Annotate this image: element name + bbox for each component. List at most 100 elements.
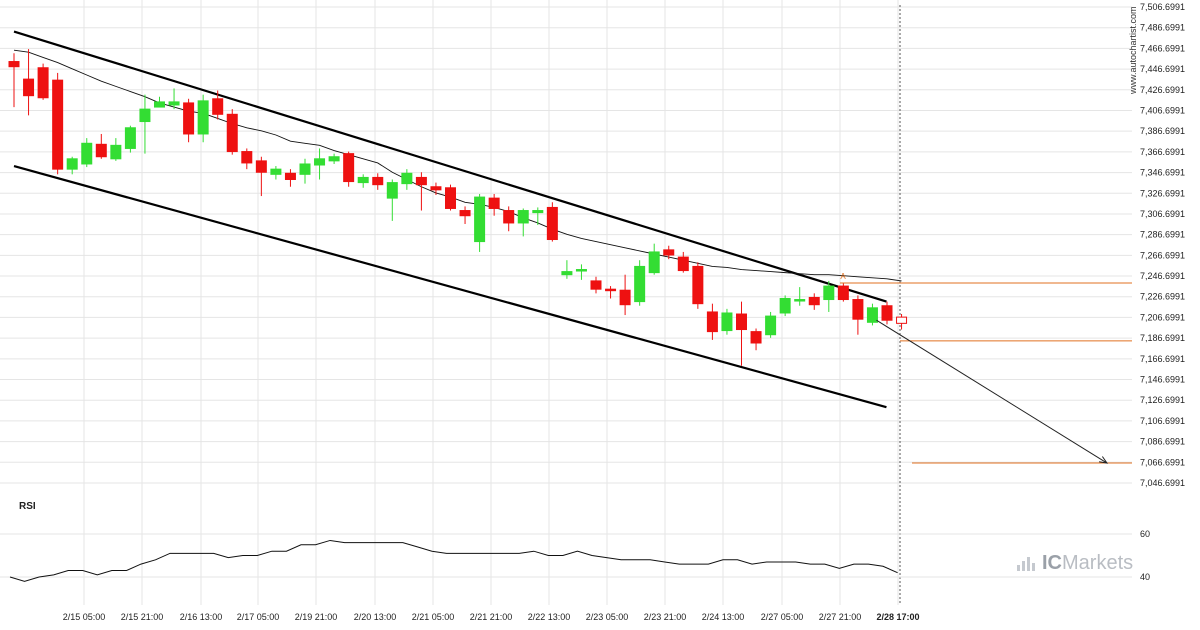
pattern-point-label: A [840,272,846,281]
watermark: www.autochartist.com [1128,6,1138,95]
candle-body [139,108,151,123]
x-axis-ticks: 2/15 05:00 2/15 21:00 2/16 13:00 2/17 05:00… [63,612,920,622]
candle-body [37,67,49,99]
bars-icon [1017,555,1039,571]
y-tick-label: 7,126.6991 [1140,395,1185,405]
candle-body [546,206,558,241]
candle-body [52,79,64,170]
candle-body [779,297,791,314]
candle-body [532,210,544,214]
candle-body [881,305,893,321]
channel-upper [13,30,887,303]
candle-body [183,102,195,135]
candle-body [837,285,849,301]
candle-body [488,197,500,209]
x-tick-label: 2/21 05:00 [412,612,455,622]
y-tick-label: 7,206.6991 [1140,312,1185,322]
rsi-line [9,539,898,582]
candle-body [23,78,35,97]
candle-body [110,144,122,160]
candle-body [212,98,224,115]
x-tick-label: 2/15 21:00 [121,612,164,622]
y-tick-label: 7,366.6991 [1140,147,1185,157]
candle-body [299,163,311,175]
x-tick-label: 2/15 05:00 [63,612,106,622]
candle-body [8,61,20,68]
y-tick-label: 7,146.6991 [1140,375,1185,385]
rsi-grid [0,533,1132,578]
candle-body [386,182,398,199]
y-tick-label: 7,106.6991 [1140,416,1185,426]
candle-body [415,176,427,186]
candle-body [634,265,646,303]
candle-body [168,101,180,106]
x-tick-label: 2/22 13:00 [528,612,571,622]
chart-grid [0,0,1132,605]
candle-body [590,280,602,290]
candle-body [95,143,107,158]
candle-body [357,176,369,184]
candle-body [226,113,238,153]
candle-body [663,249,675,256]
y-tick-label: 7,486.6991 [1140,23,1185,33]
x-tick-label: 2/28 17:00 [876,612,919,622]
rsi-tick-label: 40 [1140,572,1150,582]
candle-body [721,312,733,332]
x-tick-label: 2/16 13:00 [180,612,223,622]
candle-body [124,127,136,149]
y-tick-label: 7,406.6991 [1140,105,1185,115]
candle-body [314,158,326,166]
x-tick-label: 2/21 21:00 [470,612,513,622]
brand-suffix: Markets [1062,551,1134,574]
y-tick-label: 7,226.6991 [1140,292,1185,302]
x-tick-label: 2/17 05:00 [237,612,280,622]
x-tick-label: 2/19 21:00 [295,612,338,622]
candle-body [692,265,704,305]
y-tick-label: 7,466.6991 [1140,43,1185,53]
candle-body [808,296,820,306]
candle-body [852,299,864,320]
candle-body [750,331,762,344]
candle-body [619,289,631,306]
candle-body [706,311,718,333]
candle-body [866,307,878,323]
candle-body [677,256,689,272]
brand-logo: IC Markets [1017,551,1133,575]
forecast-arrow-head [1099,456,1109,464]
y-tick-label: 7,506.6991 [1140,2,1185,12]
forecast-arrow-line [876,319,1108,464]
y-tick-label: 7,346.6991 [1140,168,1185,178]
y-tick-label: 7,066.6991 [1140,457,1185,467]
y-tick-label: 7,086.6991 [1140,437,1185,447]
x-tick-label: 2/24 13:00 [702,612,745,622]
candle-body [605,288,617,292]
y-axis-ticks: 7,506.6991 7,486.6991 7,466.6991 7,446.6991… [1140,2,1185,488]
candle-body [284,172,296,180]
y-tick-label: 7,306.6991 [1140,209,1185,219]
y-tick-label: 7,246.6991 [1140,271,1185,281]
rsi-tick-label: 60 [1140,529,1150,539]
candle-body [372,176,384,186]
candle-body [736,313,747,331]
candle-body [241,151,253,164]
channel-lines [13,30,887,409]
y-tick-label: 7,266.6991 [1140,250,1185,260]
y-tick-label: 7,326.6991 [1140,188,1185,198]
moving-average-line [13,49,902,282]
candle-body [197,100,209,135]
candle-body [575,269,587,272]
y-tick-label: 7,166.6991 [1140,354,1185,364]
candle-body [328,156,340,162]
price-levels: A [840,272,1132,464]
x-tick-label: 2/27 21:00 [819,612,862,622]
candle-body [154,101,165,108]
candle-body [474,196,486,243]
candle-body [459,210,471,217]
candle-body [896,316,908,324]
candle-body [648,251,660,274]
candle-body [81,142,93,165]
y-tick-label: 7,386.6991 [1140,126,1185,136]
brand-prefix: IC [1042,551,1062,574]
y-tick-label: 7,186.6991 [1140,333,1185,343]
